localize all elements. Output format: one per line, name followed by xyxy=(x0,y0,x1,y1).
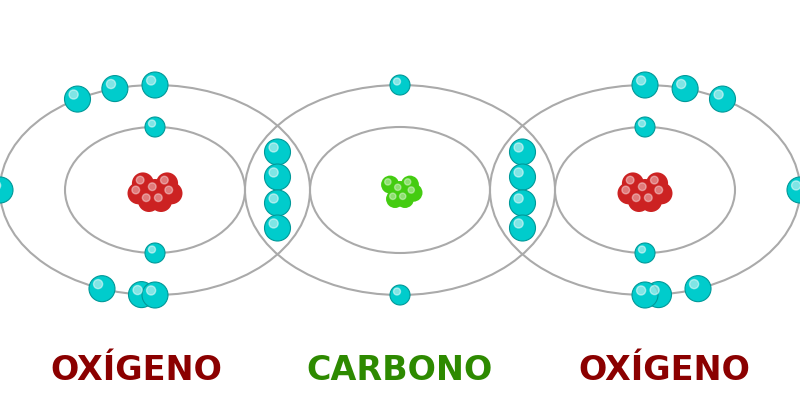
Circle shape xyxy=(690,280,698,289)
Text: CARBONO: CARBONO xyxy=(307,354,493,388)
Circle shape xyxy=(637,76,646,85)
Circle shape xyxy=(645,194,652,202)
Circle shape xyxy=(0,177,13,203)
Circle shape xyxy=(138,190,160,212)
Text: OXÍGENO: OXÍGENO xyxy=(50,354,222,388)
Circle shape xyxy=(650,176,658,184)
Circle shape xyxy=(637,286,646,295)
Circle shape xyxy=(685,276,711,302)
Circle shape xyxy=(622,172,644,194)
Circle shape xyxy=(161,176,168,184)
Circle shape xyxy=(622,186,630,194)
Circle shape xyxy=(142,282,168,308)
Circle shape xyxy=(269,194,278,203)
Circle shape xyxy=(156,172,178,194)
Circle shape xyxy=(510,190,535,216)
Circle shape xyxy=(672,76,698,102)
Circle shape xyxy=(399,193,406,200)
Circle shape xyxy=(390,193,396,200)
Circle shape xyxy=(165,186,173,194)
Circle shape xyxy=(265,215,290,241)
Circle shape xyxy=(149,120,155,127)
Circle shape xyxy=(710,86,735,112)
Circle shape xyxy=(401,176,419,194)
Text: OXÍGENO: OXÍGENO xyxy=(578,354,750,388)
Circle shape xyxy=(154,194,162,202)
Circle shape xyxy=(386,190,404,208)
Circle shape xyxy=(628,190,650,212)
Circle shape xyxy=(635,117,655,137)
Circle shape xyxy=(655,186,662,194)
Circle shape xyxy=(405,184,422,202)
Circle shape xyxy=(514,143,523,152)
Circle shape xyxy=(265,190,290,216)
Circle shape xyxy=(269,143,278,152)
Circle shape xyxy=(626,176,634,184)
Circle shape xyxy=(510,164,535,190)
Circle shape xyxy=(391,181,409,199)
Circle shape xyxy=(94,280,102,289)
Circle shape xyxy=(396,190,414,208)
Circle shape xyxy=(65,86,90,112)
Circle shape xyxy=(394,288,401,295)
Circle shape xyxy=(510,139,535,165)
Circle shape xyxy=(408,187,414,193)
Circle shape xyxy=(385,179,391,185)
Circle shape xyxy=(791,181,800,190)
Circle shape xyxy=(390,75,410,95)
Circle shape xyxy=(638,246,646,253)
Circle shape xyxy=(102,76,128,102)
Circle shape xyxy=(714,90,723,99)
Circle shape xyxy=(89,276,115,302)
Circle shape xyxy=(150,190,172,212)
Circle shape xyxy=(269,168,278,177)
Circle shape xyxy=(127,182,150,204)
Circle shape xyxy=(618,182,639,204)
Circle shape xyxy=(146,286,156,295)
Circle shape xyxy=(146,76,156,85)
Circle shape xyxy=(145,243,165,263)
Circle shape xyxy=(161,182,182,204)
Circle shape xyxy=(394,78,401,85)
Circle shape xyxy=(514,219,523,228)
Circle shape xyxy=(133,286,142,295)
Circle shape xyxy=(650,182,673,204)
Circle shape xyxy=(144,179,166,201)
Circle shape xyxy=(149,246,155,253)
Circle shape xyxy=(677,80,686,88)
Circle shape xyxy=(510,215,535,241)
Circle shape xyxy=(381,176,399,194)
Circle shape xyxy=(640,190,662,212)
Circle shape xyxy=(106,80,115,88)
Circle shape xyxy=(145,117,165,137)
Circle shape xyxy=(69,90,78,99)
Circle shape xyxy=(646,172,668,194)
Circle shape xyxy=(149,183,156,190)
Circle shape xyxy=(632,194,640,202)
Circle shape xyxy=(638,183,646,190)
Circle shape xyxy=(269,219,278,228)
Circle shape xyxy=(265,164,290,190)
Circle shape xyxy=(650,286,659,295)
Circle shape xyxy=(129,282,154,308)
Circle shape xyxy=(390,285,410,305)
Circle shape xyxy=(132,172,154,194)
Circle shape xyxy=(632,72,658,98)
Circle shape xyxy=(405,179,411,185)
Circle shape xyxy=(638,120,646,127)
Circle shape xyxy=(142,72,168,98)
Circle shape xyxy=(646,282,671,308)
Circle shape xyxy=(394,184,401,190)
Circle shape xyxy=(632,282,658,308)
Circle shape xyxy=(136,176,144,184)
Circle shape xyxy=(132,186,139,194)
Circle shape xyxy=(514,168,523,177)
Circle shape xyxy=(514,194,523,203)
Circle shape xyxy=(634,179,656,201)
Circle shape xyxy=(787,177,800,203)
Circle shape xyxy=(265,139,290,165)
Circle shape xyxy=(142,194,150,202)
Circle shape xyxy=(635,243,655,263)
